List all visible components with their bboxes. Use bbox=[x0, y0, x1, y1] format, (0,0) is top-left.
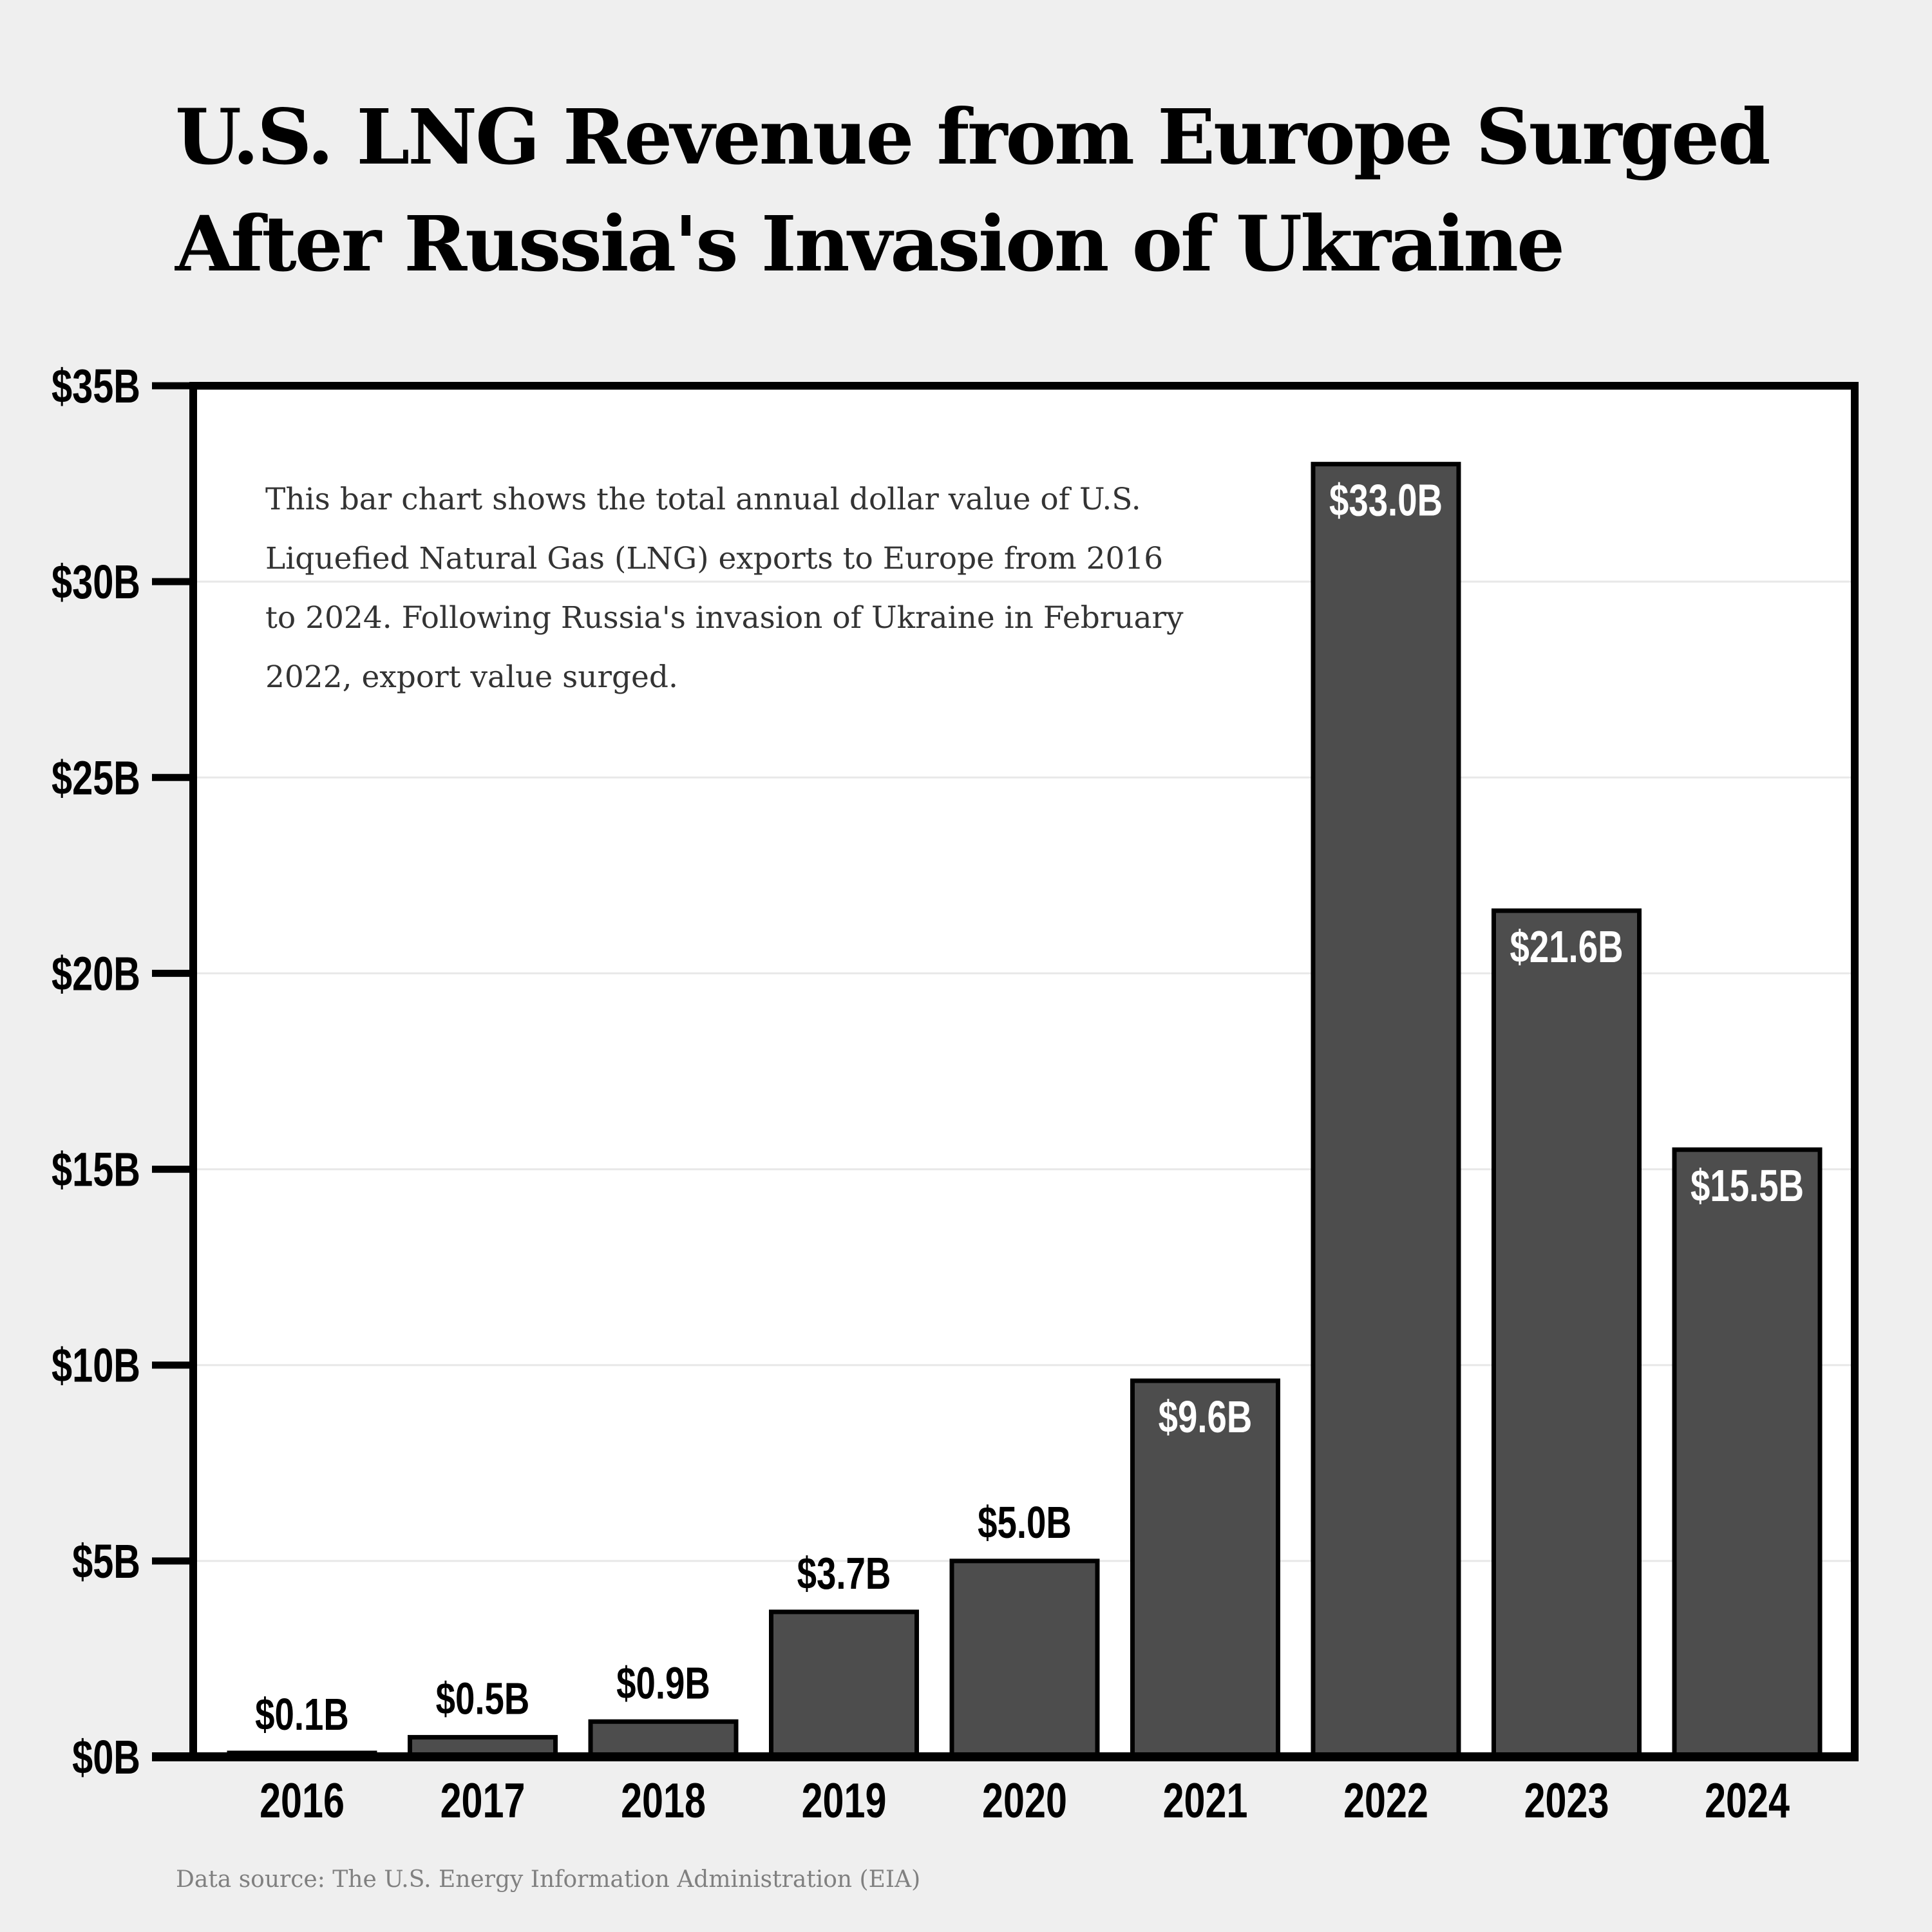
bar-2023 bbox=[1492, 908, 1642, 1759]
x-tick-label: 2023 bbox=[1524, 1774, 1609, 1828]
bar-2020 bbox=[949, 1558, 1100, 1759]
data-label-2021: $9.6B bbox=[1159, 1392, 1253, 1443]
x-tick-label: 2018 bbox=[621, 1774, 706, 1828]
bar-2018 bbox=[588, 1719, 739, 1759]
y-tick-label: $20B bbox=[52, 948, 140, 1001]
y-tick-label: $5B bbox=[72, 1535, 140, 1589]
y-tick-label: $25B bbox=[52, 752, 140, 805]
data-label-2020: $5.0B bbox=[978, 1497, 1072, 1548]
title-line-1: U.S. LNG Revenue from Europe Surged bbox=[175, 92, 1771, 182]
data-label-2024: $15.5B bbox=[1690, 1161, 1804, 1211]
data-label-2016: $0.1B bbox=[255, 1689, 349, 1739]
y-tick-label: $15B bbox=[52, 1144, 140, 1197]
data-label-2018: $0.9B bbox=[616, 1658, 710, 1709]
data-source: Data source: The U.S. Energy Information… bbox=[176, 1866, 921, 1893]
x-tick-label: 2019 bbox=[802, 1774, 887, 1828]
bar-2024 bbox=[1672, 1147, 1823, 1759]
title-line-2: After Russia's Invasion of Ukraine bbox=[175, 199, 1565, 289]
x-tick-label: 2021 bbox=[1163, 1774, 1248, 1828]
data-label-2022: $33.0B bbox=[1329, 475, 1443, 526]
chart-title: U.S. LNG Revenue from Europe Surged Afte… bbox=[175, 84, 1771, 298]
y-tick-label: $0B bbox=[72, 1731, 140, 1785]
y-tick-label: $35B bbox=[52, 360, 140, 413]
bar-2021 bbox=[1130, 1378, 1280, 1759]
bar-2022 bbox=[1311, 462, 1461, 1759]
x-tick-label: 2017 bbox=[440, 1774, 526, 1828]
y-tick-label: $10B bbox=[52, 1340, 140, 1393]
bar-2019 bbox=[769, 1609, 919, 1759]
x-tick-label: 2020 bbox=[982, 1774, 1067, 1828]
data-label-2017: $0.5B bbox=[436, 1674, 530, 1724]
x-tick-label: 2016 bbox=[260, 1774, 345, 1828]
data-label-2023: $21.6B bbox=[1510, 922, 1623, 972]
data-label-2019: $3.7B bbox=[797, 1548, 891, 1598]
chart-description: This bar chart shows the total annual do… bbox=[265, 482, 1184, 695]
y-tick-label: $30B bbox=[52, 556, 140, 609]
x-tick-label: 2024 bbox=[1705, 1774, 1790, 1828]
x-tick-label: 2022 bbox=[1343, 1774, 1428, 1828]
